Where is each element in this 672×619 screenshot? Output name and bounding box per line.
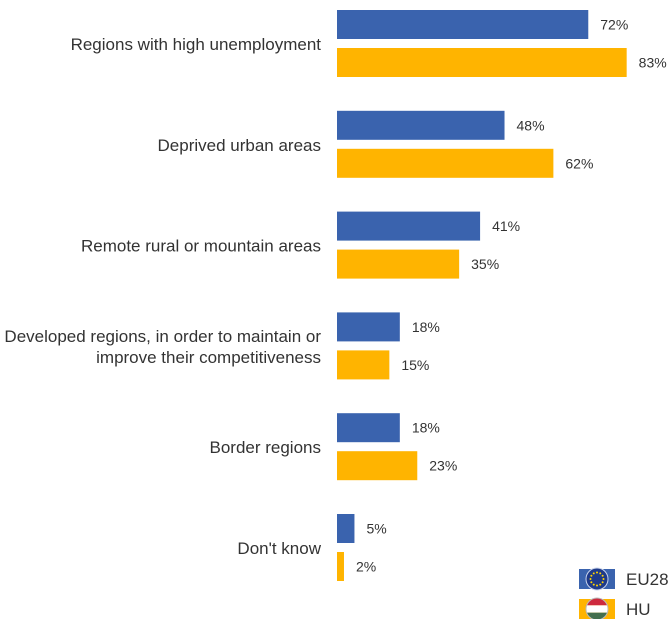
legend-label: HU	[626, 600, 651, 619]
labels-layer: Regions with high unemployment 72% 83% Depr…	[4, 17, 666, 575]
value-label: 62%	[565, 155, 593, 171]
bar-hu	[337, 48, 627, 77]
category-label: Remote rural or mountain areas	[81, 237, 321, 256]
value-label: 15%	[401, 357, 429, 373]
category-label: Developed regions, in order to maintain …	[4, 327, 321, 346]
category-label: Regions with high unemployment	[71, 35, 322, 54]
value-label: 35%	[471, 256, 499, 272]
bar-eu28	[337, 211, 481, 241]
bar-eu28	[337, 10, 589, 39]
value-label: 48%	[517, 117, 545, 133]
bar-hu	[337, 249, 460, 279]
value-label: 41%	[492, 218, 520, 234]
value-label: 2%	[356, 559, 376, 575]
legend: EU28 HU	[579, 567, 669, 619]
bar-hu	[337, 451, 418, 481]
bar-eu28	[337, 110, 505, 140]
category-label: Border regions	[209, 438, 321, 457]
value-label: 72%	[600, 17, 628, 33]
eu-flag-icon	[585, 567, 609, 591]
hungary-flag-icon	[585, 597, 609, 619]
category-label: improve their competitiveness	[96, 348, 321, 367]
value-label: 18%	[412, 420, 440, 436]
value-label: 5%	[366, 521, 386, 537]
legend-item-hu: HU	[579, 597, 651, 619]
bar-eu28	[337, 514, 355, 543]
value-label: 23%	[429, 458, 457, 474]
category-label: Don't know	[237, 539, 321, 558]
legend-item-eu28: EU28	[579, 567, 669, 591]
bar-hu	[337, 148, 554, 178]
legend-label: EU28	[626, 570, 669, 589]
bar-hu	[337, 552, 344, 581]
bar-eu28	[337, 312, 400, 342]
value-label: 83%	[639, 55, 667, 71]
bars-layer	[337, 10, 627, 581]
bar-eu28	[337, 413, 400, 443]
bar-hu	[337, 350, 390, 380]
value-label: 18%	[412, 319, 440, 335]
category-label: Deprived urban areas	[158, 136, 321, 155]
